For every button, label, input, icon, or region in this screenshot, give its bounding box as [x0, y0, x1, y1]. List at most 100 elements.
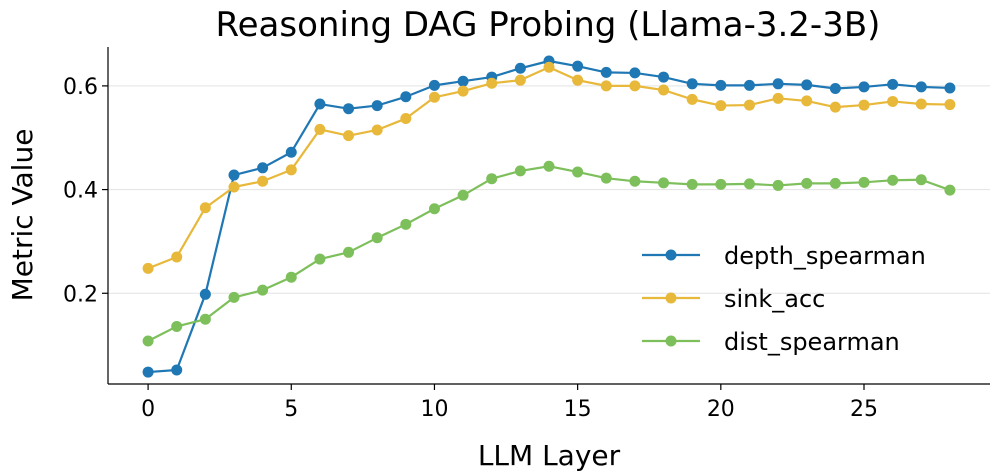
axes — [107, 47, 990, 385]
depth_spearman-point — [887, 78, 899, 90]
depth_spearman-point — [915, 81, 927, 93]
sink_acc-point — [457, 85, 469, 97]
depth_spearman-point — [658, 71, 670, 83]
x-tick-label: 15 — [564, 397, 592, 422]
depth_spearman-point — [829, 82, 841, 94]
depth_spearman-point — [314, 98, 326, 110]
x-tick-label: 20 — [707, 397, 735, 422]
sink_acc-point — [142, 262, 154, 274]
y-ticks: 0.2 0.4 0.6 — [63, 75, 108, 307]
legend-swatch-marker — [665, 292, 677, 304]
legend-swatch-marker — [665, 249, 677, 261]
sink_acc-point — [314, 123, 326, 135]
y-axis-label: Metric Value — [6, 129, 39, 302]
dist_spearman-point — [715, 178, 727, 190]
sink_acc-point — [715, 100, 727, 112]
depth_spearman-point — [715, 79, 727, 91]
sink_acc-point — [801, 95, 813, 107]
dist_spearman-point — [371, 232, 383, 244]
sink_acc-point — [686, 93, 698, 105]
sink_acc-point — [371, 124, 383, 136]
dist_spearman-point — [457, 189, 469, 201]
depth_spearman-point — [858, 81, 870, 93]
dist_spearman-point — [887, 174, 899, 186]
depth_spearman-point — [343, 103, 355, 115]
depth_spearman-point — [572, 60, 584, 72]
sink_acc-point — [772, 92, 784, 104]
series-group — [142, 55, 956, 378]
depth_spearman-point — [142, 366, 154, 378]
depth_spearman-line — [148, 59, 950, 374]
dist_spearman-point — [915, 174, 927, 186]
depth_spearman-point — [371, 100, 383, 112]
sink_acc-point — [600, 80, 612, 92]
dist_spearman-point — [142, 335, 154, 347]
depth_spearman-point — [285, 146, 297, 158]
depth_spearman-point — [686, 78, 698, 90]
sink_acc-point — [400, 113, 412, 125]
sink_acc-point — [343, 130, 355, 142]
dist_spearman-point — [572, 166, 584, 178]
depth_spearman-point — [743, 79, 755, 91]
sink_acc-point — [658, 84, 670, 96]
x-ticks: 0 5 10 15 20 25 — [141, 384, 878, 422]
dist_spearman-point — [743, 178, 755, 190]
sink_acc-point — [199, 202, 211, 214]
legend-label: sink_acc — [724, 285, 825, 313]
dist_spearman-point — [228, 291, 240, 303]
depth_spearman-point — [199, 288, 211, 300]
dist_spearman-point — [629, 175, 641, 187]
dist_spearman-point — [829, 177, 841, 189]
dist_spearman-point — [257, 284, 269, 296]
dist_spearman-point — [658, 177, 670, 189]
depth_spearman-point — [514, 62, 526, 74]
dist_spearman-point — [486, 173, 498, 185]
sink_acc-point — [829, 101, 841, 113]
dist_spearman-point — [343, 246, 355, 258]
dist_spearman-point — [514, 165, 526, 177]
depth_spearman-point — [257, 162, 269, 174]
legend-item-sink_acc: sink_acc — [642, 285, 825, 313]
dist_spearman-point — [400, 218, 412, 230]
dist_spearman-point — [600, 172, 612, 184]
sink_acc-point — [257, 175, 269, 187]
dist_spearman-point — [944, 184, 956, 196]
dist_spearman-point — [428, 203, 440, 215]
sink_acc-point — [629, 80, 641, 92]
dist_spearman-point — [686, 178, 698, 190]
dist_spearman-point — [858, 176, 870, 188]
sink_acc-point — [514, 74, 526, 86]
sink_acc-point — [944, 99, 956, 111]
x-tick-label: 5 — [284, 397, 298, 422]
depth_spearman-point — [772, 78, 784, 90]
sink_acc-point — [486, 77, 498, 89]
legend-item-dist_spearman: dist_spearman — [642, 328, 900, 356]
x-tick-label: 10 — [420, 397, 448, 422]
x-axis-label: LLM Layer — [478, 439, 621, 472]
x-tick-label: 25 — [850, 397, 878, 422]
y-tick-label: 0.4 — [63, 179, 98, 204]
dist_spearman-point — [171, 320, 183, 332]
depth_spearman-point — [629, 67, 641, 79]
series-depth_spearman — [142, 55, 956, 378]
sink_acc-point — [543, 61, 555, 73]
dist_spearman-point — [772, 179, 784, 191]
legend: depth_spearman sink_acc dist_spearman — [642, 242, 926, 356]
depth_spearman-point — [171, 364, 183, 376]
legend-label: dist_spearman — [724, 328, 900, 356]
depth_spearman-point — [400, 91, 412, 103]
sink_acc-point — [428, 91, 440, 103]
sink_acc-point — [858, 99, 870, 111]
legend-label: depth_spearman — [724, 242, 926, 270]
series-sink_acc — [142, 61, 956, 274]
depth_spearman-point — [600, 66, 612, 78]
series-dist_spearman — [142, 160, 956, 347]
sink_acc-point — [743, 99, 755, 111]
sink_acc-point — [285, 164, 297, 176]
x-tick-label: 0 — [141, 397, 155, 422]
dist_spearman-point — [801, 177, 813, 189]
gridlines — [108, 85, 990, 294]
y-tick-label: 0.6 — [63, 75, 98, 100]
sink_acc-point — [572, 74, 584, 86]
